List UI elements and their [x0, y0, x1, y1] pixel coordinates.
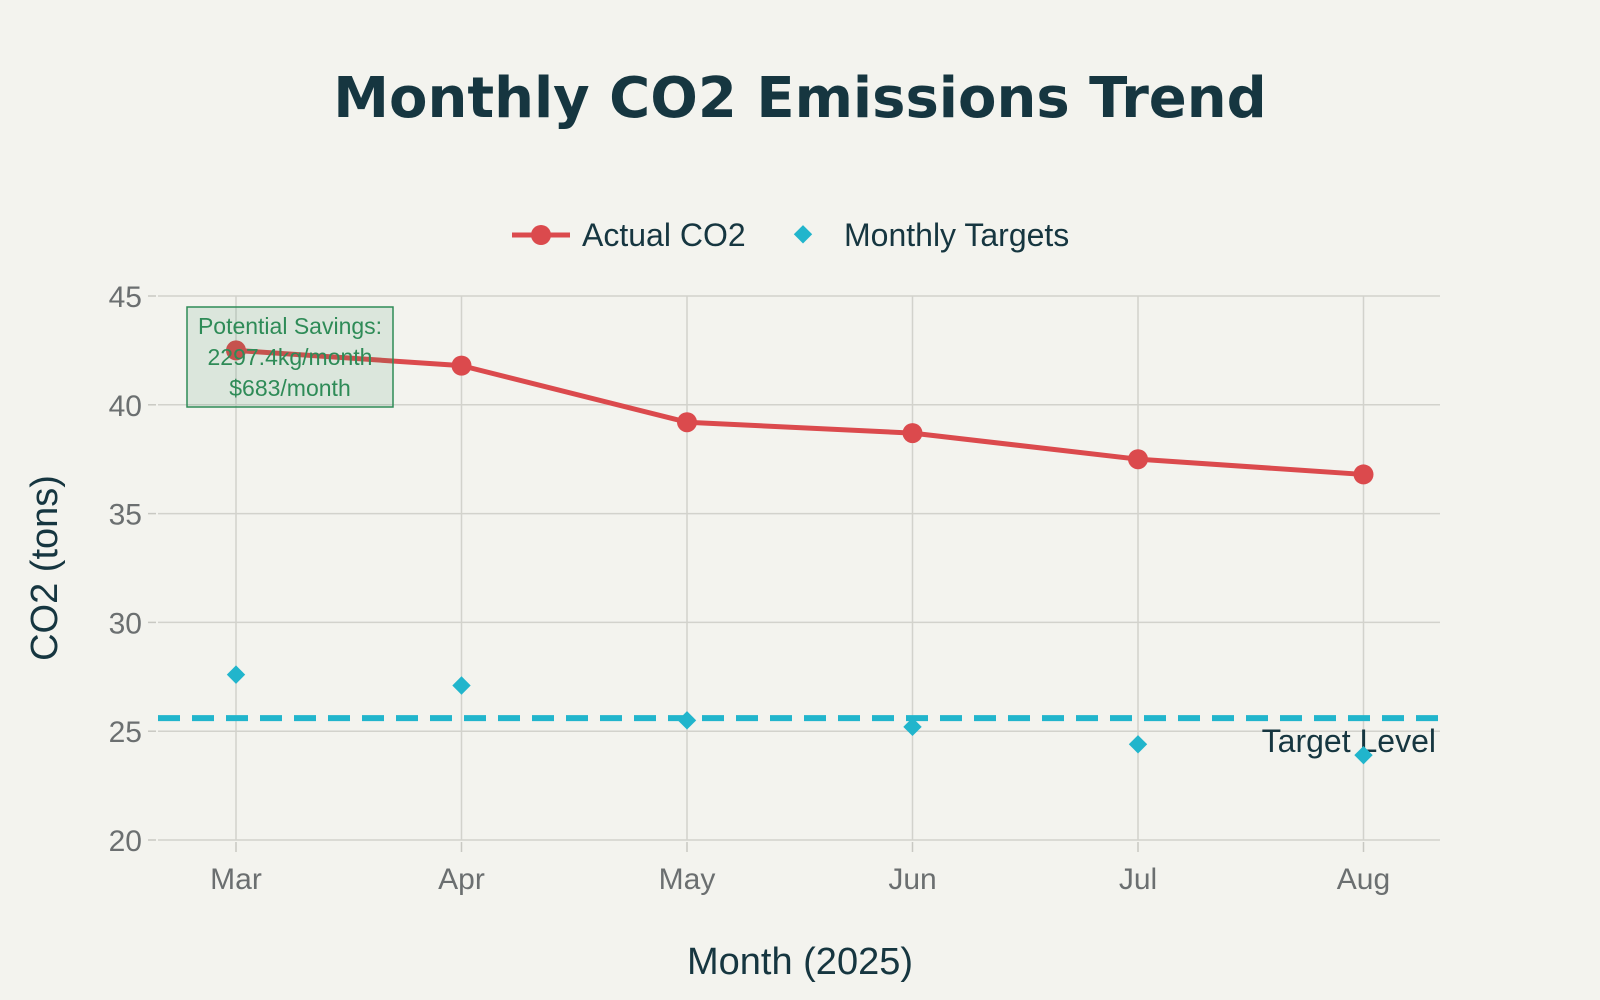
y-tick-label: 45: [109, 281, 142, 314]
actual-co2-point: [902, 423, 923, 444]
x-tick-label: Jul: [1119, 863, 1157, 896]
x-tick-label: Jun: [888, 863, 936, 896]
y-tick-label: 30: [109, 607, 142, 640]
chart-title: Monthly CO2 Emissions Trend: [333, 66, 1267, 131]
savings-annotation-line-1: Potential Savings:: [198, 313, 382, 339]
actual-co2-point: [1128, 449, 1148, 470]
savings-annotation-box: [186, 306, 394, 408]
x-tick-label: May: [659, 863, 716, 896]
legend-actual-label: Actual CO2: [582, 217, 746, 253]
y-tick-label: 40: [109, 390, 142, 423]
actual-co2-line: [235, 347, 1364, 477]
savings-annotation-line-2: 2297.4kg/month: [208, 344, 373, 370]
plot-series: [226, 340, 1374, 765]
y-axis-title: CO2 (tons): [24, 475, 66, 661]
actual-co2-point: [451, 355, 472, 376]
x-axis-title: Month (2025): [687, 941, 913, 983]
x-axis: Mar Apr May Jun Jul Aug: [210, 842, 1390, 896]
actual-co2-point: [677, 412, 697, 433]
monthly-target-point: [452, 676, 471, 695]
monthly-target-point: [1354, 745, 1373, 765]
y-tick-label: 20: [109, 825, 142, 858]
monthly-target-point: [677, 711, 697, 730]
monthly-target-point: [1128, 735, 1148, 754]
legend-targets-marker-swatch: [793, 225, 813, 244]
y-axis: 20 25 30 35 40 45: [109, 281, 156, 858]
actual-co2-point: [1353, 464, 1374, 485]
monthly-target-point: [226, 665, 246, 684]
x-tick-label: Mar: [210, 863, 262, 896]
y-tick-label: 35: [109, 499, 142, 532]
actual-co2-point: [226, 340, 246, 361]
x-tick-label: Aug: [1337, 863, 1390, 896]
savings-annotation: Potential Savings: 2297.4kg/month $683/m…: [186, 306, 394, 408]
legend-actual-marker-swatch: [531, 225, 551, 245]
target-level-label: Target Level: [1262, 723, 1436, 759]
legend: Actual CO2 Monthly Targets: [512, 217, 1069, 253]
target-reference-line: Target Level: [158, 715, 1440, 759]
savings-annotation-line-3: $683/month: [229, 375, 350, 401]
monthly-target-point: [903, 717, 922, 737]
x-tick-label: Apr: [438, 863, 485, 896]
y-tick-label: 25: [109, 716, 142, 749]
legend-targets-label: Monthly Targets: [844, 217, 1069, 253]
